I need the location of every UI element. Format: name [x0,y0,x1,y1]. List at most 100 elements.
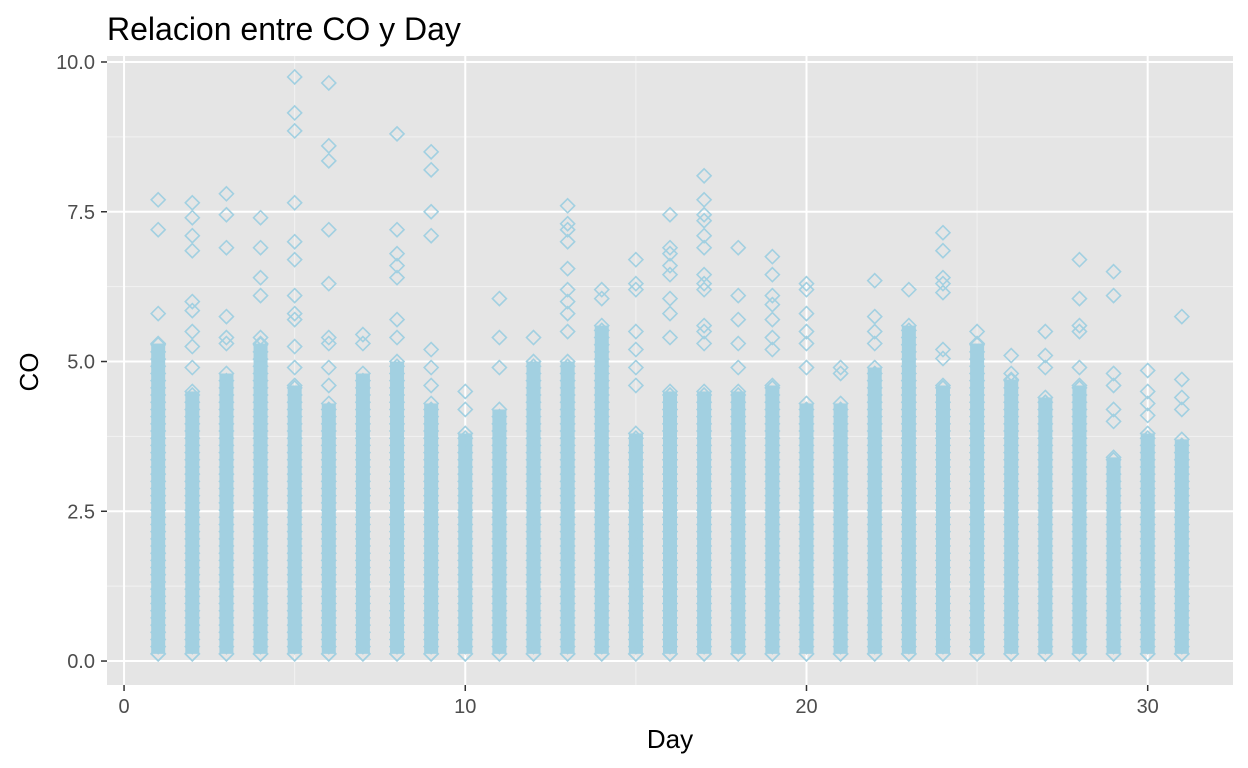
data-point [968,437,986,454]
data-point [593,401,610,418]
day-24-points [934,224,952,662]
data-point [286,466,303,483]
data-point [832,638,849,655]
data-point [1003,616,1020,634]
data-point [798,509,815,526]
data-point [491,595,508,612]
data-point [798,401,815,418]
data-point [1139,552,1156,569]
data-point [525,501,542,519]
data-point [150,473,167,490]
day-22-points [866,272,883,662]
data-point [593,415,610,432]
data-point [525,458,542,476]
data-point [320,451,337,468]
data-point [695,638,713,655]
data-point [593,451,610,468]
data-point [764,566,781,583]
data-point [798,437,815,454]
data-point [1139,545,1156,562]
data-point [627,616,645,634]
data-point [388,581,406,598]
data-point [832,609,849,627]
data-point [1105,516,1122,533]
data-point [423,537,440,555]
data-point [798,335,815,352]
data-point [320,595,337,612]
data-point [184,437,201,454]
data-point [388,537,406,555]
data-point [218,537,235,555]
data-point [593,581,610,598]
data-point [1003,595,1020,612]
data-point [150,458,167,476]
data-point [218,588,235,605]
y-tick-label: 10.0 [56,52,95,74]
data-point [866,537,883,555]
data-point [764,581,781,598]
data-point [695,401,713,418]
data-point [695,437,713,454]
data-point [968,408,986,425]
data-point [491,415,508,432]
data-point [320,335,337,352]
data-point [968,444,986,461]
data-point [388,473,406,490]
data-point [354,466,372,483]
data-point [457,425,474,442]
data-point [1071,581,1088,598]
data-point [1173,645,1190,662]
data-point [832,494,849,512]
data-point [388,358,406,375]
data-point [798,415,815,432]
data-point [388,487,406,504]
data-point [559,323,576,340]
x-tick-label: 20 [795,696,817,718]
data-point [661,487,679,504]
data-point [1173,631,1190,648]
data-point [320,415,337,432]
data-point [1071,480,1088,497]
data-point [252,437,269,454]
data-point [900,552,917,569]
data-point [320,523,337,540]
data-point [593,365,610,382]
data-point [491,509,508,526]
data-point [934,602,952,619]
data-point [354,588,372,605]
data-point [866,408,883,425]
data-point [968,509,986,526]
data-point [525,473,542,490]
data-point [1003,347,1020,364]
data-point [900,422,917,440]
data-point [252,350,269,368]
data-point [388,616,406,634]
data-point [1105,566,1122,583]
data-point [150,581,167,598]
data-point [525,329,542,346]
data-point [832,487,849,504]
data-point [661,545,679,562]
data-point [1003,458,1020,476]
data-point [1037,595,1054,612]
data-point [730,616,747,634]
data-point [150,537,167,555]
data-point [252,631,269,648]
data-point [661,645,679,662]
data-point [866,509,883,526]
data-point [764,588,781,605]
data-point [1003,501,1020,519]
data-point [1105,523,1122,540]
data-point [388,353,406,370]
data-point [388,552,406,569]
data-point [218,523,235,540]
data-point [832,588,849,605]
data-point [968,451,986,468]
data-point [832,509,849,526]
data-point [764,401,781,418]
day-13-points [559,197,576,662]
data-point [764,394,781,411]
data-point [695,530,713,547]
data-point [934,386,952,404]
data-point [695,645,713,662]
